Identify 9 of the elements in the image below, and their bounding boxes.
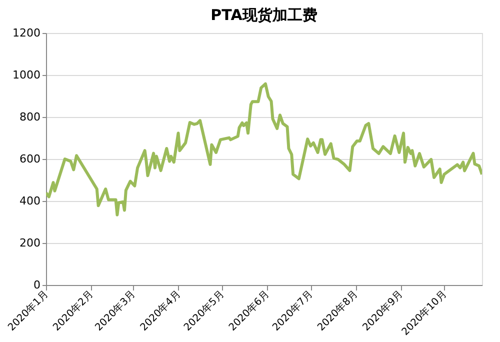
y-tick-label: 400 xyxy=(20,194,40,208)
y-tick-label: 1200 xyxy=(12,26,40,40)
y-tick-label: 0 xyxy=(34,278,40,292)
y-tick-label: 200 xyxy=(20,236,40,250)
y-tick-label: 600 xyxy=(20,152,40,166)
line-series xyxy=(46,82,482,216)
y-tick-label: 800 xyxy=(20,110,40,124)
y-tick-label: 1000 xyxy=(12,68,40,82)
chart-title: PTA现货加工费 xyxy=(210,6,318,24)
